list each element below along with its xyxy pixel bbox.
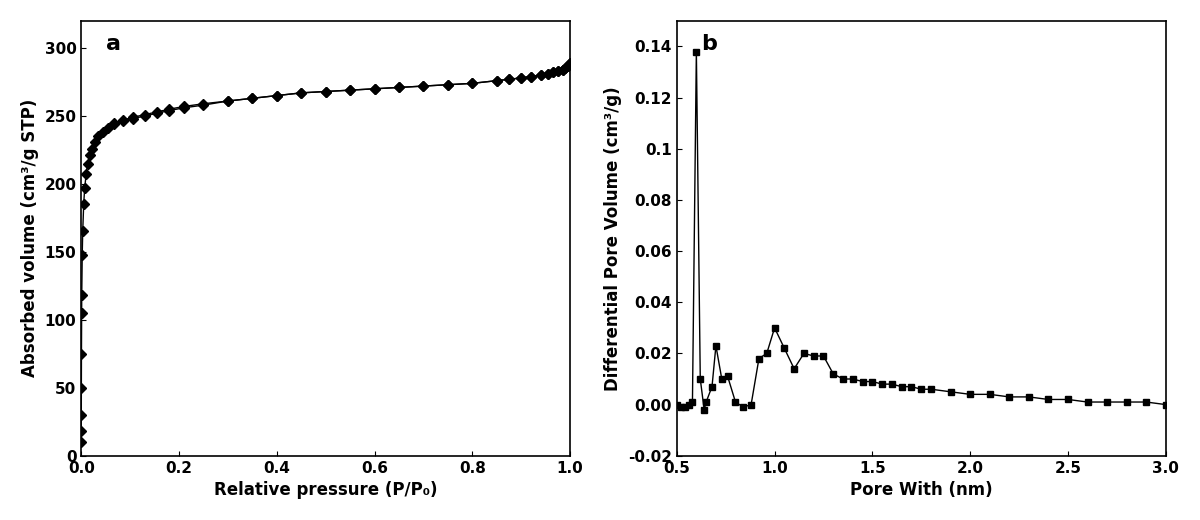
X-axis label: Relative pressure (P/P₀): Relative pressure (P/P₀) bbox=[214, 481, 438, 499]
Y-axis label: Absorbed volume (cm³/g STP): Absorbed volume (cm³/g STP) bbox=[20, 99, 38, 378]
X-axis label: Pore With (nm): Pore With (nm) bbox=[850, 481, 992, 499]
Text: a: a bbox=[106, 34, 121, 54]
Y-axis label: Differential Pore Volume (cm³/g): Differential Pore Volume (cm³/g) bbox=[605, 86, 623, 391]
Text: b: b bbox=[701, 34, 718, 54]
